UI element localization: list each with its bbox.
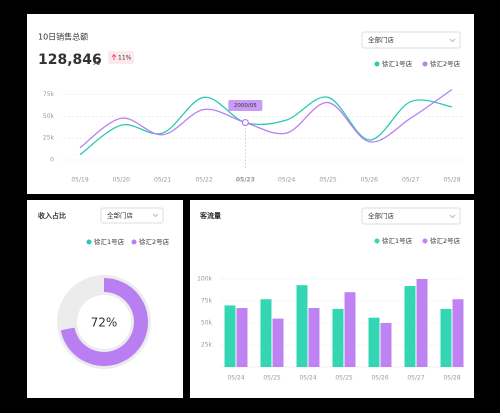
line <box>79 96 453 156</box>
y-tick-label: 75k <box>201 298 213 305</box>
dropdown-text[interactable]: 全部门店 <box>368 211 395 220</box>
x-tick-label: 05/24 <box>278 177 295 184</box>
dropdown[interactable] <box>361 207 461 225</box>
x-tick-label: 05/24 <box>299 375 316 382</box>
y-tick-label: 100k <box>197 276 212 283</box>
x-tick-label: 05/19 <box>71 177 88 184</box>
x-tick-label: 05/28 <box>443 375 460 382</box>
dropdown[interactable] <box>361 31 461 49</box>
sales-unit: 元 <box>93 58 100 66</box>
tooltip <box>228 100 263 111</box>
traffic-filter[interactable]: 全部门店 <box>361 207 461 225</box>
sales-filter[interactable]: 全部门店 <box>361 31 461 49</box>
dropdown-text[interactable]: 全部门店 <box>368 35 395 44</box>
change-value: 11% <box>118 55 132 62</box>
bar <box>380 323 392 367</box>
x-tick-label: 05/25 <box>263 375 280 382</box>
x-tick-label: 05/27 <box>407 375 424 382</box>
legend-dot <box>374 61 380 67</box>
x-tick-label: 05/25 <box>335 375 352 382</box>
bar <box>236 308 248 367</box>
y-tick-label: 25k <box>43 135 55 142</box>
change-badge <box>108 51 134 64</box>
tooltip-text: 2000/05 <box>234 103 257 109</box>
sales-total: 128,846 <box>38 52 102 68</box>
donut-hole <box>77 295 131 349</box>
legend-label: 徐汇1号店 <box>382 236 413 245</box>
legend-label: 徐汇1号店 <box>94 237 125 246</box>
x-tick-label: 05/26 <box>371 375 388 382</box>
donut-arc <box>60 278 149 367</box>
x-tick-label: 05/22 <box>195 177 212 184</box>
y-tick-label: 75k <box>43 91 55 98</box>
legend-label: 徐汇2号店 <box>430 236 461 245</box>
dropdown-text[interactable]: 全部门店 <box>107 211 134 220</box>
bar <box>404 286 416 367</box>
legend-dot <box>86 239 92 245</box>
legend-label: 徐汇2号店 <box>139 237 170 246</box>
legend-dot <box>422 238 428 244</box>
bar <box>368 317 380 367</box>
x-tick-label: 05/26 <box>361 177 378 184</box>
x-tick-label: 05/24 <box>227 375 244 382</box>
y-tick-label: 50k <box>43 113 55 120</box>
up-arrow <box>111 53 117 60</box>
legend-dot <box>131 239 137 245</box>
income-filter[interactable]: 全部门店 <box>100 207 164 224</box>
x-tick-label: 05/28 <box>443 177 460 184</box>
bar <box>308 308 320 367</box>
bar <box>272 318 284 367</box>
bar <box>344 292 356 367</box>
chevron <box>152 213 159 218</box>
point-marker <box>241 118 249 127</box>
bar <box>440 308 452 367</box>
donut-label: 72% <box>91 316 118 330</box>
bar <box>224 305 236 367</box>
income-title: 收入占比 <box>38 211 66 220</box>
x-tick-label: 05/21 <box>154 177 171 184</box>
bar <box>332 308 344 367</box>
legend-label: 徐汇2号店 <box>430 59 461 68</box>
bar <box>296 285 308 367</box>
bar <box>260 299 272 367</box>
x-tick-label: 05/20 <box>113 177 130 184</box>
bar <box>416 279 428 367</box>
legend-label: 徐汇1号店 <box>382 59 413 68</box>
x-tick-label: 05/23 <box>236 177 255 184</box>
x-tick-label: 05/25 <box>319 177 336 184</box>
y-tick-label: 0 <box>50 157 54 164</box>
y-tick-label: 50k <box>201 320 213 327</box>
sales-title: 10日销售总额 <box>38 32 88 42</box>
traffic-card <box>190 200 474 398</box>
legend-dot <box>422 61 428 67</box>
chevron <box>449 38 456 43</box>
traffic-title: 客流量 <box>199 211 221 220</box>
bar <box>452 299 464 367</box>
legend-dot <box>374 238 380 244</box>
chevron <box>449 214 456 219</box>
y-tick-label: 25k <box>201 342 213 349</box>
line <box>79 88 453 149</box>
x-tick-label: 05/27 <box>402 177 419 184</box>
dropdown[interactable] <box>100 207 164 224</box>
